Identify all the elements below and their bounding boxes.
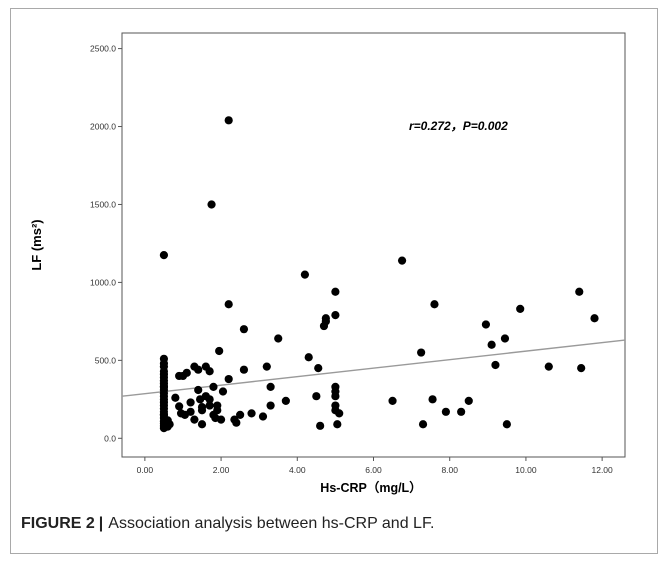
regression-line: [121, 339, 626, 397]
data-point: [464, 396, 473, 405]
figure-label: FIGURE 2: [21, 515, 95, 532]
data-point: [481, 320, 491, 329]
data-point: [186, 398, 195, 407]
data-point: [239, 365, 249, 374]
data-point: [335, 409, 344, 418]
data-point: [516, 304, 525, 314]
data-point: [159, 251, 169, 260]
chart-panel: 0.00 2.00 4.00 6.00 8.00 10.00 12.00 0.0 500.0 1…: [21, 19, 647, 499]
data-point: [247, 409, 256, 418]
data-point: [274, 334, 283, 343]
data-point: [239, 325, 249, 334]
data-point: [236, 410, 245, 420]
data-point: [262, 362, 271, 371]
figure-caption: FIGURE 2 | Association analysis between hs…: [21, 515, 641, 533]
data-point: [224, 116, 233, 125]
data-point: [312, 392, 321, 401]
data-point: [266, 382, 275, 391]
data-point: [544, 362, 553, 371]
data-points: [159, 116, 599, 433]
x-tick-label: 10.00: [515, 465, 537, 475]
y-axis-label: LF (ms²): [29, 219, 44, 270]
data-point: [232, 418, 241, 427]
data-point: [502, 420, 511, 429]
x-tick-label: 2.00: [213, 465, 230, 475]
scatter-chart: 0.00 2.00 4.00 6.00 8.00 10.00 12.00 0.0 500.0 1…: [29, 32, 626, 495]
data-point: [331, 287, 340, 296]
x-tick-label: 8.00: [441, 465, 458, 475]
data-point: [205, 367, 214, 376]
data-point: [388, 396, 397, 405]
x-tick-label: 12.00: [591, 465, 613, 475]
regression-line-group: [121, 339, 626, 397]
y-tick-label: 1000.0: [90, 277, 116, 287]
data-point: [182, 368, 191, 377]
figure-label-separator: |: [98, 515, 104, 532]
figure: 0.00 2.00 4.00 6.00 8.00 10.00 12.00 0.0 500.0 1…: [10, 8, 658, 554]
data-point: [194, 385, 203, 395]
data-point: [215, 346, 224, 356]
data-point: [430, 300, 439, 309]
data-point: [575, 287, 584, 296]
data-point: [186, 407, 195, 416]
data-point: [190, 415, 199, 424]
data-point: [331, 311, 340, 320]
data-point: [213, 406, 222, 415]
data-point: [304, 353, 313, 362]
data-point: [171, 393, 180, 402]
data-point: [321, 317, 330, 326]
y-tick-label: 1500.0: [90, 199, 116, 209]
data-point: [500, 334, 510, 343]
data-point: [487, 340, 496, 349]
data-point: [333, 420, 342, 429]
data-point: [194, 365, 203, 374]
y-tick-label: 2000.0: [90, 122, 116, 132]
data-point: [428, 395, 437, 404]
data-point: [209, 382, 218, 391]
data-point: [300, 270, 310, 279]
data-point: [218, 387, 228, 396]
data-point: [165, 420, 174, 429]
data-point: [397, 256, 407, 265]
data-point: [197, 420, 207, 429]
data-point: [197, 406, 207, 415]
data-point: [258, 412, 268, 421]
data-point: [314, 364, 323, 373]
x-tick-label: 0.00: [137, 465, 154, 475]
data-point: [175, 402, 184, 411]
y-tick-label: 2500.0: [90, 44, 116, 54]
data-point: [281, 396, 290, 405]
data-point: [224, 374, 233, 384]
x-tick-label: 6.00: [365, 465, 382, 475]
data-point: [577, 364, 586, 373]
data-point: [207, 200, 216, 209]
x-axis-label: Hs-CRP（mg/L）: [320, 480, 421, 495]
data-point: [457, 407, 466, 416]
data-point: [590, 314, 599, 323]
data-point: [491, 360, 500, 370]
data-point: [159, 382, 169, 391]
y-tick-label: 0.0: [104, 433, 116, 443]
x-tick-label: 4.00: [289, 465, 306, 475]
correlation-annotation: r=0.272，P=0.002: [409, 119, 508, 133]
data-point: [216, 415, 226, 424]
y-axis: 0.0 500.0 1000.0 1500.0 2000.0 2500.0: [90, 44, 122, 443]
y-tick-label: 500.0: [95, 355, 117, 365]
figure-caption-text: Association analysis between hs-CRP and …: [108, 515, 435, 532]
data-point: [316, 421, 325, 430]
data-point: [205, 401, 214, 410]
data-point: [224, 300, 233, 309]
data-point: [205, 395, 214, 404]
x-axis: 0.00 2.00 4.00 6.00 8.00 10.00 12.00: [137, 457, 613, 475]
data-point: [417, 348, 426, 357]
data-point: [418, 420, 428, 429]
data-point: [441, 407, 451, 416]
data-point: [266, 401, 275, 410]
data-point: [331, 392, 340, 401]
